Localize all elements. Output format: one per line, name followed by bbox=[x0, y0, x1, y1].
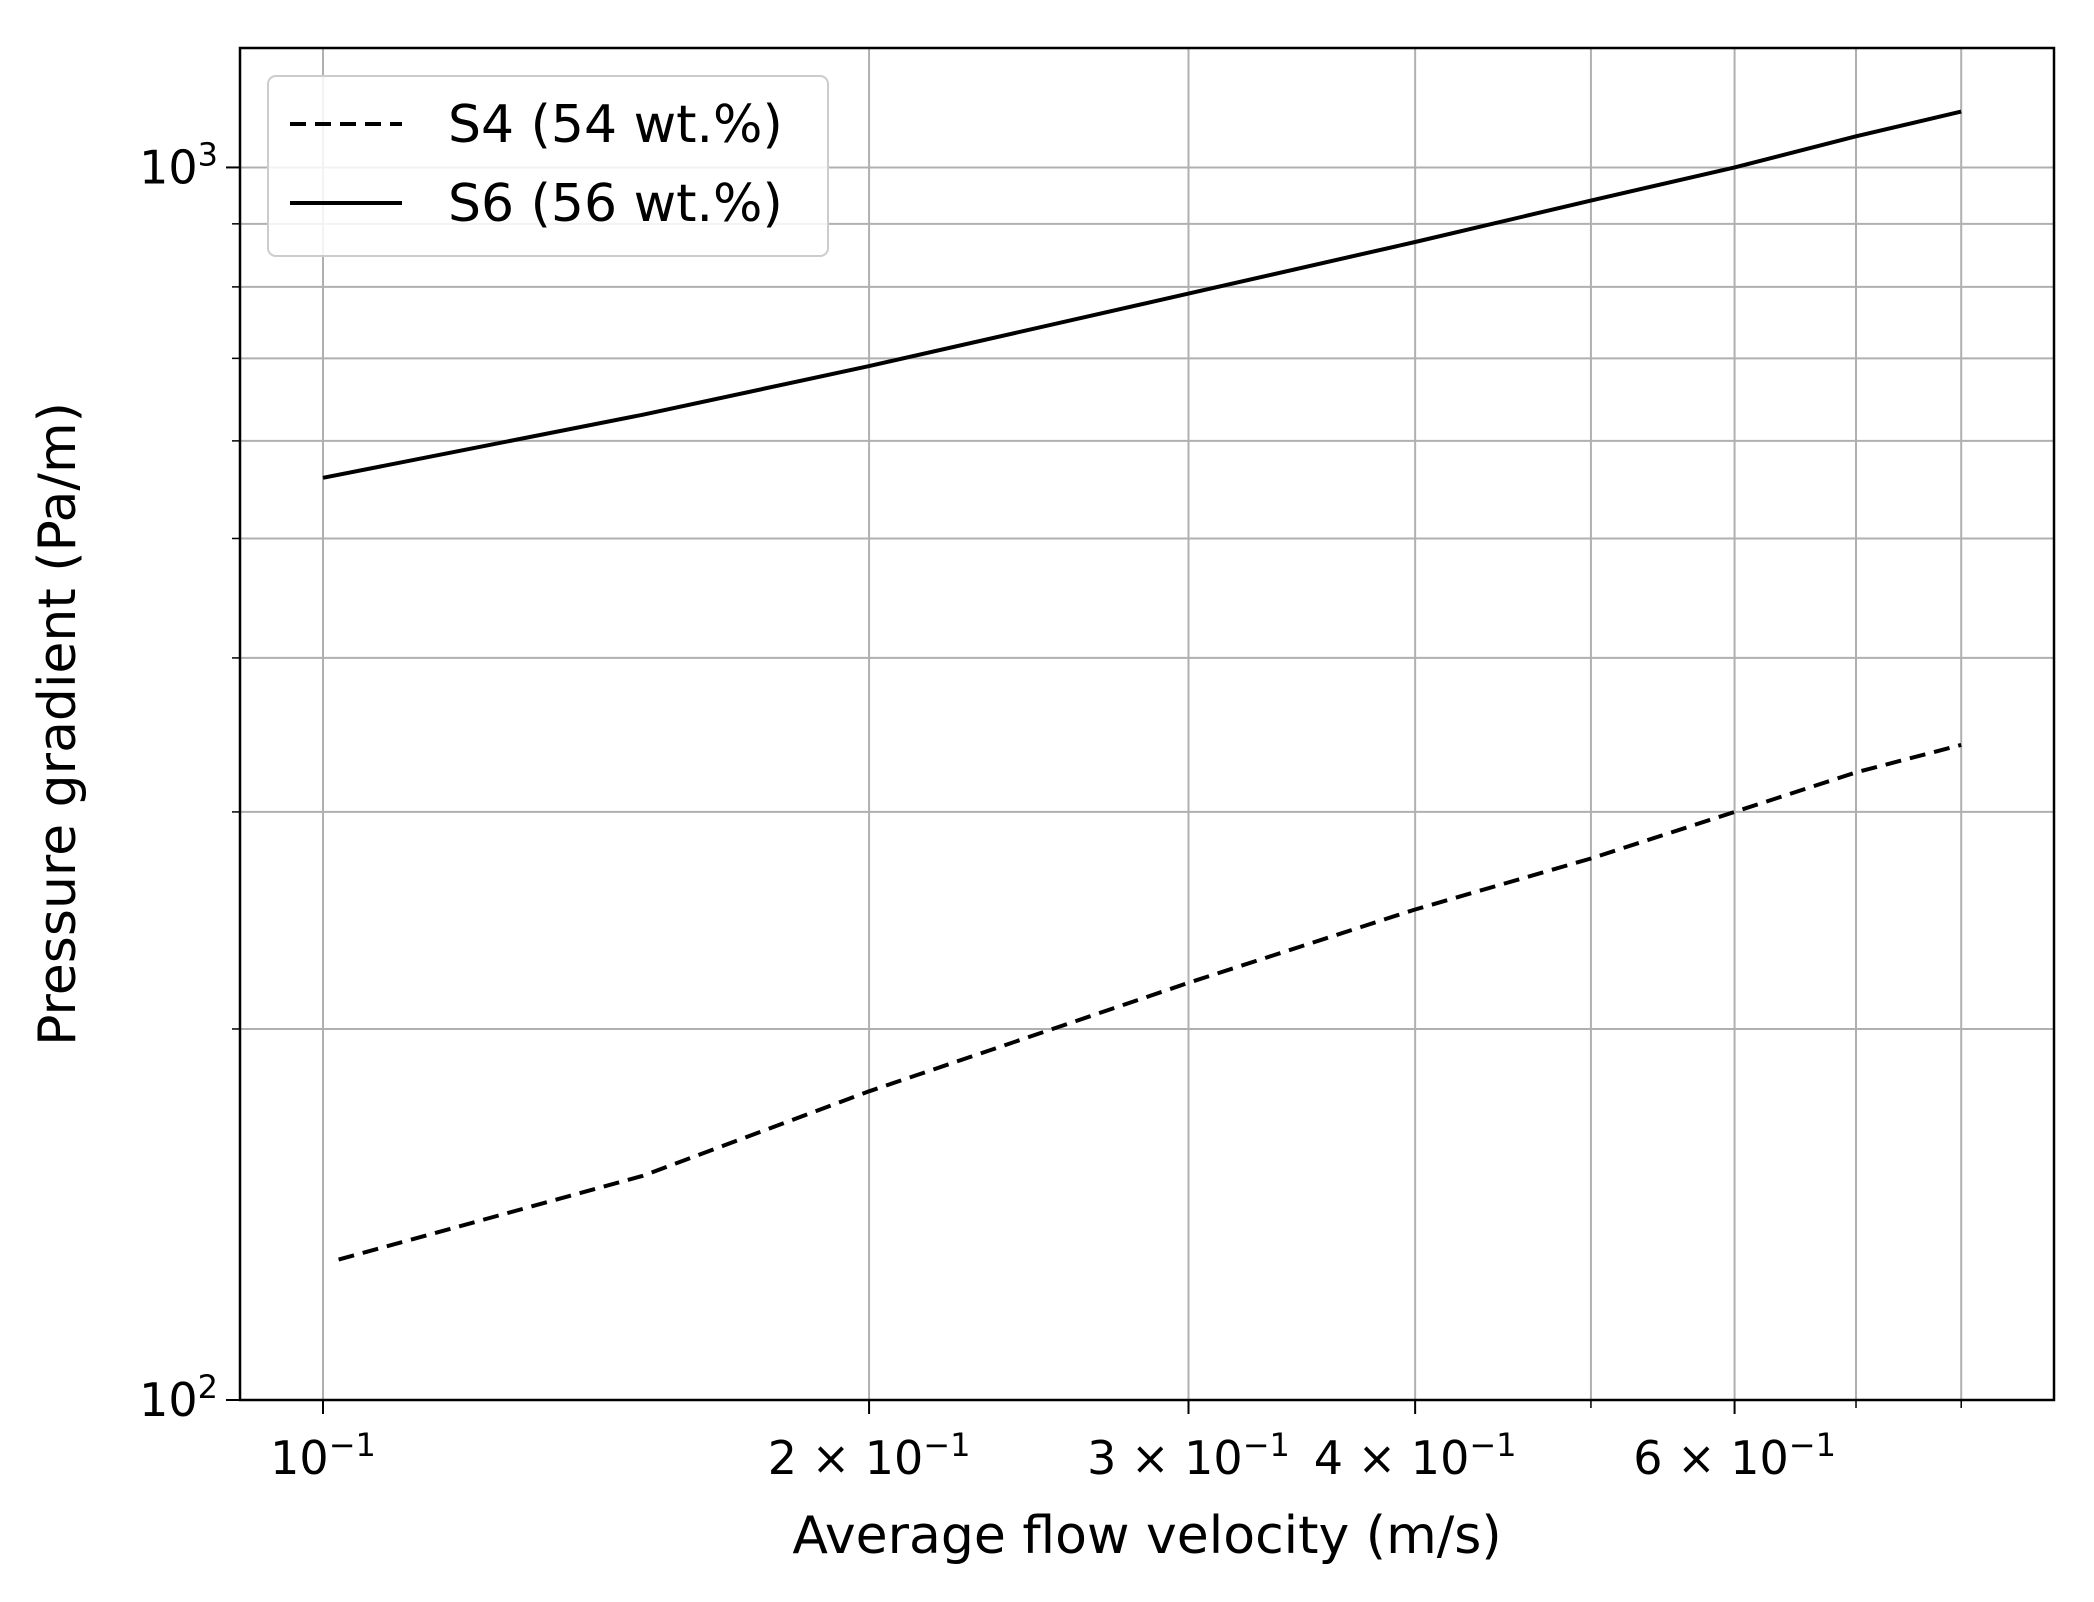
legend-label-s4: S4 (54 wt.%) bbox=[448, 95, 783, 155]
axis-ticks: 10−1 2 × 10−1 3 × 10−1 4 × 10−1 6 × 10−1 102 1… bbox=[139, 135, 1962, 1485]
x-tick-label: 6 × 10−1 bbox=[1633, 1426, 1836, 1485]
plot-frame bbox=[238, 46, 2056, 1402]
x-axis-label: Average flow velocity (m/s) bbox=[792, 1506, 1501, 1566]
x-tick-label: 10−1 bbox=[270, 1426, 376, 1485]
y-axis-label: Pressure gradient (Pa/m) bbox=[28, 402, 88, 1046]
x-tick-label: 3 × 10−1 bbox=[1087, 1426, 1290, 1485]
legend-label-s6: S6 (56 wt.%) bbox=[448, 174, 783, 234]
legend: S4 (54 wt.%) S6 (56 wt.%) bbox=[267, 75, 829, 257]
legend-box bbox=[267, 75, 829, 257]
x-tick-label: 4 × 10−1 bbox=[1314, 1426, 1517, 1485]
plot-lines bbox=[322, 109, 1962, 1262]
series-line-s6 bbox=[322, 109, 1962, 480]
y-tick-label: 103 bbox=[139, 135, 218, 194]
x-tick-label: 2 × 10−1 bbox=[768, 1426, 971, 1485]
y-tick-label: 102 bbox=[139, 1368, 218, 1427]
series-line-s4 bbox=[338, 742, 1962, 1262]
